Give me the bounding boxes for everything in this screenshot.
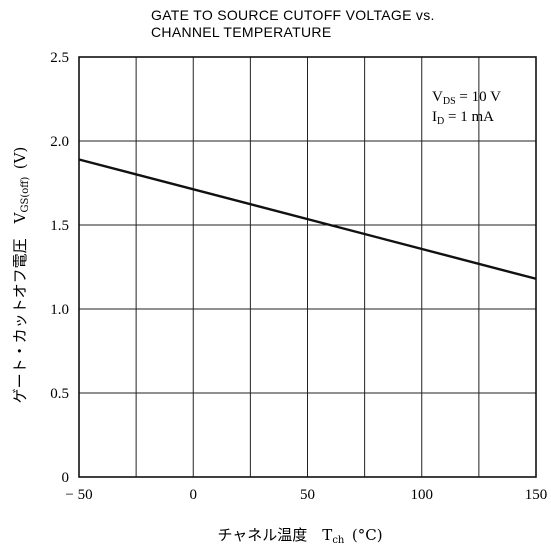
y-tick-label: 0: [62, 470, 70, 486]
plot-frame: [78, 56, 537, 478]
x-tick-label: 100: [411, 487, 434, 503]
y-tick-label: 2.5: [50, 50, 69, 66]
condition-text: ID = 1 mA: [432, 109, 494, 127]
x-tick-label: 50: [300, 487, 315, 503]
conditions-annotation: VDS = 10 V ID = 1 mA: [432, 89, 501, 127]
y-axis-ticks: 0 0.5 1.0 1.5 2.0 2.5: [50, 50, 69, 486]
x-tick-label: 150: [525, 487, 548, 503]
y-axis-label: ゲート・カットオフ電圧 VGS(off) (V): [11, 147, 31, 404]
y-tick-label: 1.0: [50, 302, 69, 318]
grid: [79, 57, 536, 477]
x-tick-label: 0: [190, 487, 198, 503]
x-axis-ticks: − 50 0 50 100 150: [65, 487, 547, 503]
series-line: [78, 158, 537, 280]
x-tick-label: − 50: [65, 487, 92, 503]
series-layer: [78, 158, 537, 280]
condition-text: VDS = 10 V: [432, 89, 501, 107]
y-tick-label: 0.5: [50, 386, 69, 402]
x-axis-label: チャネル温度 Tch (°C): [217, 526, 382, 546]
y-tick-label: 1.5: [50, 218, 69, 234]
chart-title-line-2: CHANNEL TEMPERATURE: [151, 24, 331, 40]
y-tick-label: 2.0: [50, 134, 69, 150]
chart-title-line-1: GATE TO SOURCE CUTOFF VOLTAGE vs.: [151, 7, 435, 23]
